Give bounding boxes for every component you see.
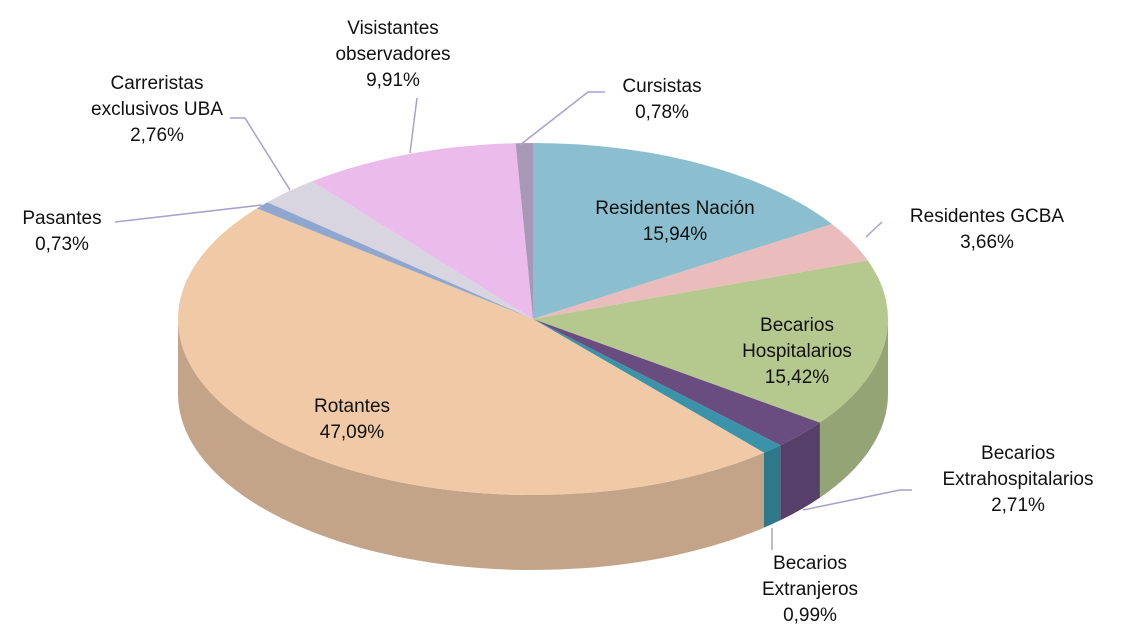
leader-line	[519, 91, 605, 146]
slice	[312, 143, 533, 319]
slice-side-shade	[780, 422, 820, 521]
slice-side	[763, 445, 781, 528]
leader-line	[865, 221, 883, 238]
leader-line	[230, 117, 291, 191]
leader-line	[409, 97, 418, 154]
slice	[267, 181, 533, 319]
label-value: 0,78%	[635, 102, 689, 123]
slice-side	[178, 319, 764, 570]
slice-side	[819, 319, 888, 498]
slice-side-shade	[178, 319, 764, 570]
slice-side	[780, 422, 820, 521]
data-label: Carreristas exclusivos UBA 2,76%	[72, 71, 242, 149]
data-label: Cursistas 0,78%	[602, 74, 722, 126]
label-value: 2,76%	[130, 125, 184, 146]
label-value: 15,42%	[764, 367, 830, 388]
data-label: Residentes Nación 15,94%	[545, 196, 805, 248]
label-value: 9,91%	[366, 70, 420, 91]
label-name: Becarios Extrahospitalarios	[942, 443, 1094, 490]
label-name: Residentes GCBA	[909, 206, 1065, 227]
label-value: 15,94%	[642, 224, 708, 245]
data-label: Rotantes 47,09%	[292, 394, 412, 446]
slice	[533, 319, 781, 453]
label-name: Visistantes observadores	[335, 18, 451, 65]
slice	[533, 260, 888, 423]
slice-side-shade	[763, 445, 781, 528]
label-name: Pasantes	[22, 208, 102, 229]
label-value: 0,99%	[783, 605, 837, 626]
label-name: Becarios Extranjeros	[761, 553, 859, 600]
label-name: Becarios Hospitalarios	[742, 315, 852, 362]
leader-line	[114, 204, 263, 223]
label-name: Residentes Nación	[595, 198, 755, 219]
slice	[178, 208, 764, 495]
label-value: 3,66%	[960, 232, 1014, 253]
data-label: Becarios Hospitalarios 15,42%	[722, 313, 872, 391]
label-name: Rotantes	[313, 396, 391, 417]
data-label: Pasantes 0,73%	[2, 206, 122, 258]
slice-side-shade	[819, 319, 888, 498]
slice	[533, 319, 820, 446]
slice	[533, 224, 868, 319]
slice	[515, 143, 533, 319]
data-label: Residentes GCBA 3,66%	[887, 204, 1087, 256]
label-name: Carreristas exclusivos UBA	[91, 73, 223, 120]
data-label: Becarios Extranjeros 0,99%	[740, 551, 880, 629]
data-label: Visistantes observadores 9,91%	[318, 16, 468, 94]
label-name: Cursistas	[622, 76, 702, 97]
data-label: Becarios Extrahospitalarios 2,71%	[908, 441, 1122, 519]
slice	[533, 143, 833, 319]
label-value: 0,73%	[35, 234, 89, 255]
slice	[256, 202, 533, 319]
label-value: 2,71%	[991, 495, 1045, 516]
label-value: 47,09%	[319, 422, 385, 443]
leader-line	[802, 489, 912, 511]
